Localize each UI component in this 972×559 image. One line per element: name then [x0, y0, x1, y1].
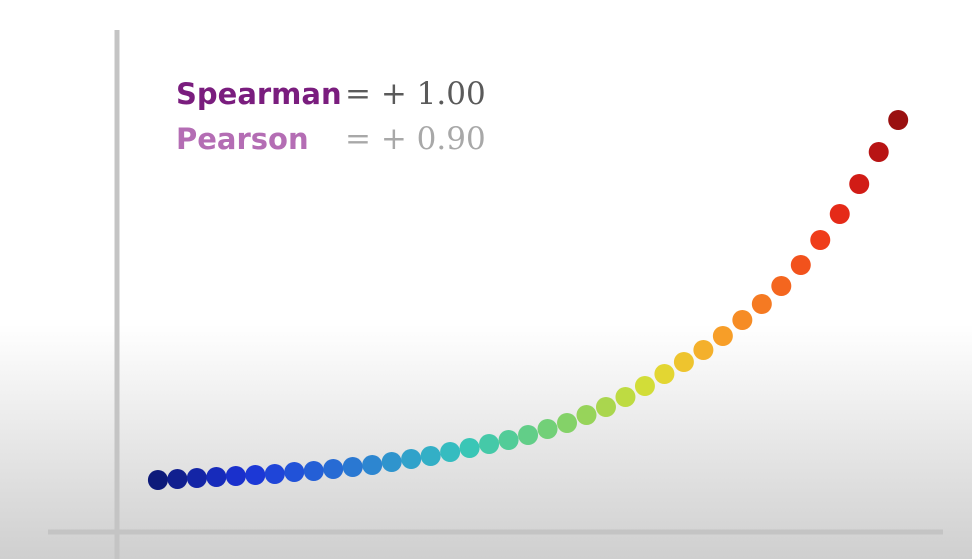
point [186, 468, 207, 488]
point [595, 397, 616, 417]
point [284, 462, 305, 482]
point [401, 449, 422, 469]
point [225, 466, 246, 486]
point [557, 413, 578, 433]
point [342, 457, 363, 477]
point [751, 294, 772, 314]
point [810, 230, 831, 250]
point [498, 430, 519, 450]
point [264, 464, 285, 484]
stat-value: = + 0.90 [345, 121, 486, 157]
point [576, 405, 597, 425]
point [440, 442, 461, 462]
point [693, 340, 714, 360]
point [362, 455, 383, 475]
point [790, 255, 811, 275]
point [849, 174, 870, 194]
point [537, 419, 558, 439]
point [673, 352, 694, 372]
point [167, 469, 188, 489]
point [634, 376, 655, 396]
point [829, 204, 850, 224]
point [654, 364, 675, 384]
point [712, 326, 733, 346]
point [323, 459, 344, 479]
point [206, 467, 227, 487]
point [868, 142, 889, 162]
point [518, 425, 539, 445]
stat-value: = + 1.00 [345, 76, 486, 112]
point [888, 110, 909, 130]
point [459, 438, 480, 458]
point [615, 387, 636, 407]
point [381, 452, 402, 472]
point [479, 434, 500, 454]
point [245, 465, 266, 485]
point [303, 461, 324, 481]
stat-name: Spearman [176, 77, 342, 111]
point [771, 276, 792, 296]
point [732, 310, 753, 330]
point [420, 446, 441, 466]
stat-name: Pearson [176, 122, 309, 156]
point [147, 470, 168, 490]
